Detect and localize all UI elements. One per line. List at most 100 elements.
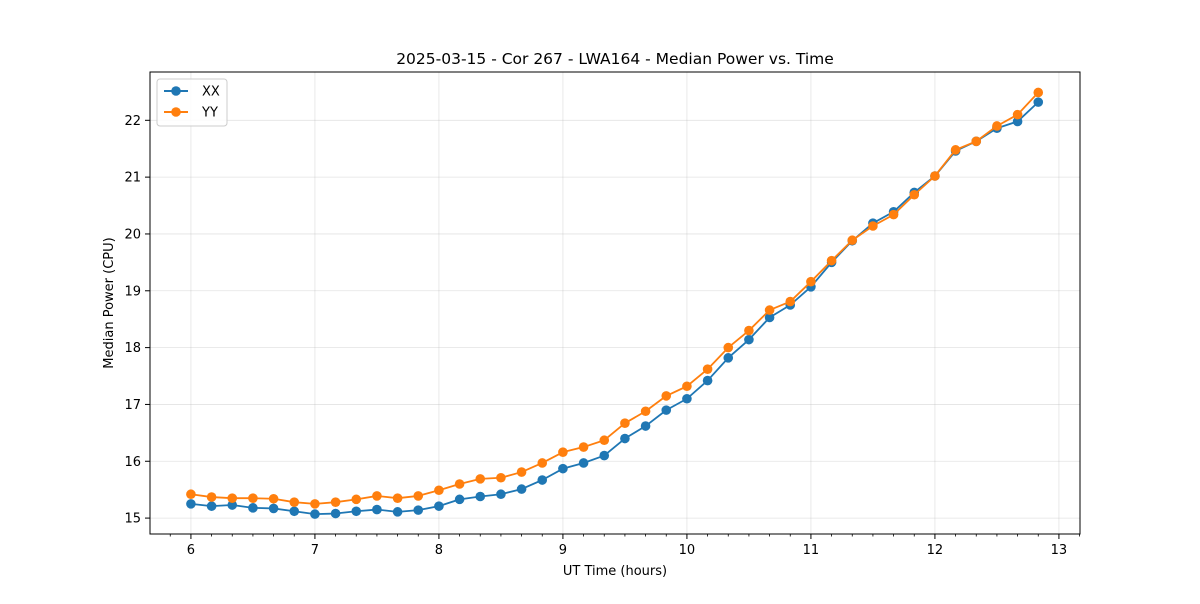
data-point-xx — [1012, 116, 1023, 127]
plot-frame — [149, 71, 1081, 535]
data-point-yy — [744, 325, 754, 336]
data-point-xx — [682, 393, 692, 404]
axis-ticks: 6 7 8 9 10 11 12 13 15 16 17 18 19 20 21 22 — [124, 114, 1080, 558]
data-point-xx — [620, 433, 630, 444]
data-point-yy — [847, 235, 858, 246]
data-point-yy — [289, 497, 300, 507]
data-point-xx — [289, 506, 300, 517]
data-point-xx — [558, 463, 568, 474]
data-point-yy — [661, 391, 672, 401]
data-point-yy — [785, 296, 796, 307]
data-point-yy — [620, 418, 630, 428]
data-point-yy — [351, 494, 362, 505]
data-point-xx — [723, 353, 734, 363]
y-tick-label: 21 — [124, 171, 141, 186]
x-tick-label: 13 — [1051, 543, 1068, 558]
data-point-yy — [227, 493, 238, 503]
data-point-yy — [1012, 109, 1023, 120]
y-tick-label: 16 — [124, 455, 141, 470]
data-point-xx — [227, 500, 238, 510]
data-point-yy — [206, 492, 217, 502]
legend: XX YY — [156, 78, 228, 127]
data-point-yy — [702, 364, 713, 375]
data-point-yy — [558, 447, 568, 457]
data-point-yy — [330, 497, 341, 507]
data-series — [186, 87, 1044, 519]
data-point-xx — [578, 458, 589, 468]
data-point-yy — [723, 342, 734, 353]
legend-yy-label: YY — [201, 106, 218, 121]
data-point-xx — [640, 421, 651, 431]
data-point-yy — [930, 171, 940, 181]
data-point-yy — [268, 493, 279, 504]
data-point-xx — [516, 484, 527, 494]
data-point-yy — [640, 406, 651, 417]
x-tick-label: 11 — [803, 543, 820, 558]
data-point-yy — [971, 136, 982, 147]
grid — [150, 72, 1080, 534]
data-point-yy — [1033, 87, 1044, 98]
y-tick-label: 19 — [124, 284, 141, 299]
data-point-yy — [186, 489, 196, 500]
data-point-yy — [310, 499, 320, 509]
data-point-xx — [744, 334, 754, 345]
data-point-xx — [206, 501, 217, 511]
data-point-xx — [372, 504, 382, 515]
data-point-xx — [330, 508, 341, 519]
data-point-xx — [413, 505, 424, 515]
data-point-yy — [434, 485, 444, 496]
data-point-xx — [268, 503, 279, 514]
data-point-xx — [454, 494, 465, 505]
data-point-xx — [475, 491, 486, 502]
data-point-xx — [248, 503, 258, 513]
y-tick-label: 17 — [124, 398, 141, 413]
data-point-yy — [475, 474, 486, 484]
data-point-xx — [702, 375, 713, 386]
data-point-yy — [764, 305, 775, 315]
y-axis-label: Median Power (CPU) — [102, 237, 117, 368]
data-point-yy — [537, 458, 548, 468]
data-point-yy — [868, 221, 878, 231]
x-axis-label: UT Time (hours) — [563, 564, 667, 579]
data-point-xx — [1033, 97, 1044, 107]
data-point-yy — [888, 209, 899, 220]
data-point-xx — [186, 499, 196, 509]
data-point-yy — [682, 381, 692, 392]
x-tick-label: 8 — [435, 543, 443, 558]
data-point-xx — [661, 405, 672, 415]
legend-xx-label: XX — [202, 85, 220, 100]
legend-yy-marker — [171, 107, 181, 117]
y-tick-label: 20 — [124, 227, 141, 242]
x-tick-label: 10 — [679, 543, 696, 558]
x-tick-label: 7 — [311, 543, 319, 558]
data-point-xx — [537, 475, 548, 485]
data-point-yy — [454, 479, 465, 489]
data-point-yy — [496, 472, 506, 483]
x-tick-label: 12 — [927, 543, 944, 558]
data-point-yy — [372, 491, 382, 501]
data-point-xx — [434, 501, 444, 511]
data-point-xx — [310, 509, 320, 519]
data-point-yy — [992, 121, 1002, 131]
series-yy — [186, 87, 1044, 509]
data-point-xx — [496, 489, 506, 500]
data-point-yy — [826, 255, 837, 266]
y-tick-label: 15 — [124, 512, 141, 527]
x-tick-label: 6 — [187, 543, 195, 558]
data-point-yy — [392, 493, 403, 503]
data-point-yy — [950, 145, 961, 155]
legend-xx-marker — [171, 86, 181, 96]
data-point-yy — [909, 189, 920, 200]
data-point-yy — [806, 276, 816, 287]
data-point-xx — [764, 312, 775, 323]
chart-title: 2025-03-15 - Cor 267 - LWA164 - Median P… — [396, 50, 834, 68]
y-tick-label: 22 — [124, 114, 141, 129]
data-point-xx — [351, 506, 362, 517]
y-tick-label: 18 — [124, 341, 141, 356]
data-point-xx — [392, 507, 403, 517]
x-tick-label: 9 — [559, 543, 567, 558]
data-point-yy — [516, 467, 527, 477]
data-point-xx — [599, 450, 610, 461]
